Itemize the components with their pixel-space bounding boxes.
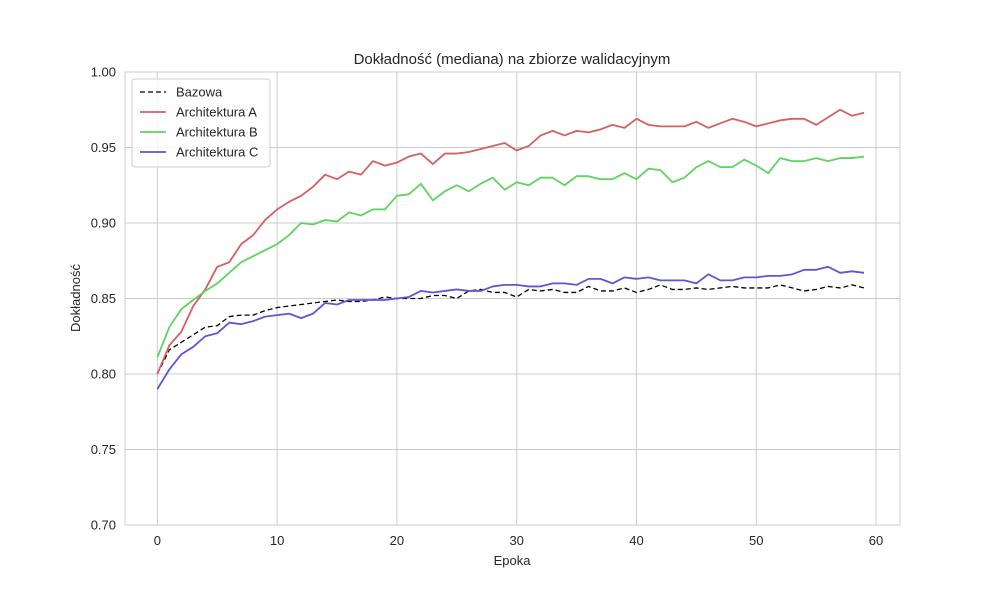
legend-label-3: Architektura B [176, 125, 258, 140]
legend-label-4: Architektura C [176, 145, 258, 160]
legend-label-2: Architektura A [176, 105, 257, 120]
series-layer [156, 108, 865, 390]
x-tick-label: 10 [270, 533, 284, 548]
y-tick-label: 0.80 [91, 367, 116, 382]
x-tick-label: 50 [749, 533, 763, 548]
legend-label-1: Bazowa [176, 85, 223, 100]
x-tick-label: 0 [154, 533, 161, 548]
chart-title: Dokładność (mediana) na zbiorze walidacy… [354, 51, 671, 68]
y-tick-label: 0.90 [91, 216, 116, 231]
legend: Bazowa Architektura A Architektura B Archit… [131, 78, 271, 168]
legend-box [131, 78, 271, 168]
y-tick-label: 0.75 [91, 442, 116, 457]
y-tick-label: 0.70 [91, 518, 116, 533]
y-tick-label: 0.85 [91, 291, 116, 306]
x-axis-ticks: 0 10 20 30 40 50 60 [154, 533, 884, 548]
y-axis-title: Dokładność [68, 264, 83, 332]
x-tick-label: 30 [509, 533, 523, 548]
x-tick-label: 40 [629, 533, 643, 548]
y-tick-label: 1.00 [91, 65, 116, 80]
x-axis-title: Epoka [494, 553, 532, 568]
y-axis-ticks: 0.70 0.75 0.80 0.85 0.90 0.95 1.00 [91, 65, 116, 533]
x-tick-label: 20 [390, 533, 404, 548]
series-line-3 [156, 155, 865, 358]
series-line-1 [156, 284, 865, 375]
plot-frame [124, 71, 901, 526]
x-tick-label: 60 [869, 533, 883, 548]
y-tick-label: 0.95 [91, 140, 116, 155]
series-line-4 [156, 265, 865, 390]
series-line-2 [156, 108, 865, 375]
